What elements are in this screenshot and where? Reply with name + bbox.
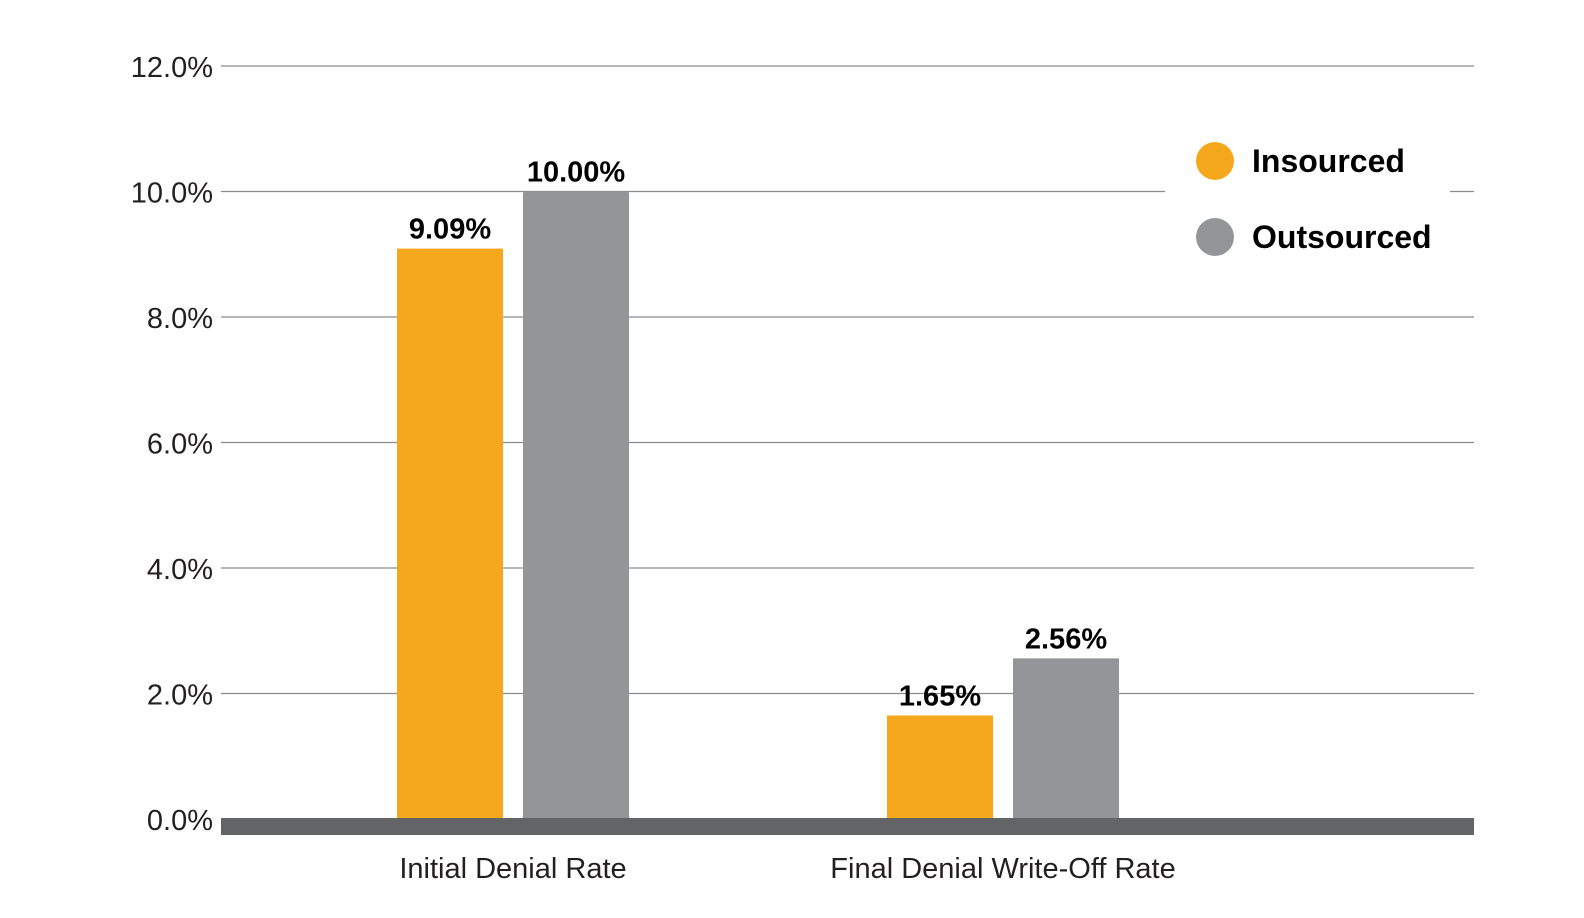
y-axis-ticks: 0.0% 2.0% 4.0% 6.0% 8.0% 10.0% 12.0% <box>131 52 213 837</box>
legend: Insourced Outsourced <box>1165 128 1450 260</box>
data-label: 2.56% <box>1025 623 1107 655</box>
x-axis-category-labels: Initial Denial Rate Final Denial Write-Of… <box>399 853 1175 885</box>
legend-swatch-outsourced <box>1196 218 1234 256</box>
data-label: 10.00% <box>527 157 626 189</box>
legend-label-insourced: Insourced <box>1252 143 1405 179</box>
bar-outsourced-0 <box>523 191 629 819</box>
bar-insourced-1 <box>887 715 993 819</box>
y-tick-label: 8.0% <box>147 303 213 335</box>
y-tick-label: 2.0% <box>147 680 213 712</box>
data-label: 1.65% <box>899 680 981 712</box>
y-tick-label: 4.0% <box>147 554 213 586</box>
bars: 9.09% 10.00% 1.65% 2.56% <box>397 157 1119 820</box>
x-axis-baseline <box>221 818 1474 835</box>
x-category-label: Initial Denial Rate <box>399 853 626 885</box>
y-tick-label: 0.0% <box>147 805 213 837</box>
bar-outsourced-1 <box>1013 658 1119 819</box>
y-tick-label: 10.0% <box>131 178 213 210</box>
y-tick-label: 12.0% <box>131 52 213 84</box>
legend-swatch-insourced <box>1196 142 1234 180</box>
legend-label-outsourced: Outsourced <box>1252 219 1432 255</box>
y-tick-label: 6.0% <box>147 429 213 461</box>
bar-insourced-0 <box>397 248 503 820</box>
data-label: 9.09% <box>409 214 491 246</box>
x-category-label: Final Denial Write-Off Rate <box>830 853 1175 885</box>
